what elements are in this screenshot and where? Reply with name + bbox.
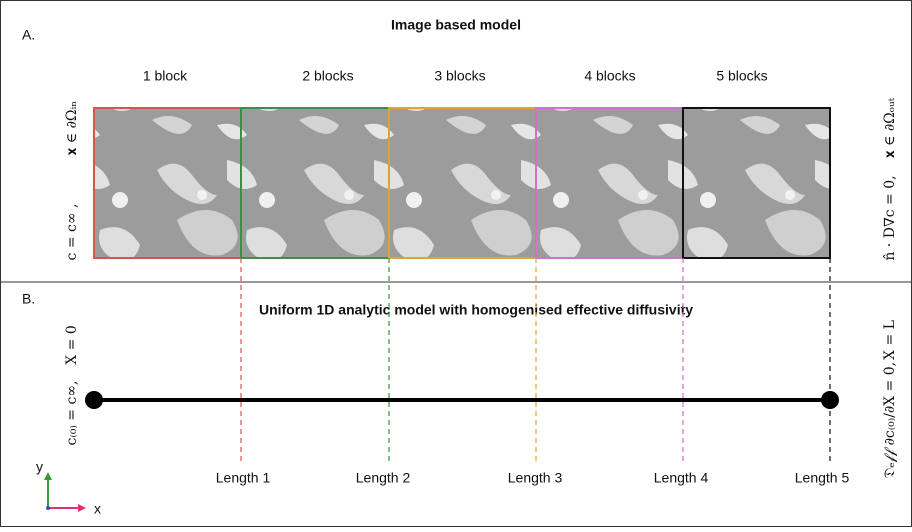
block — [93, 107, 242, 259]
length-label: Length 4 — [654, 470, 709, 486]
length-label: Length 3 — [508, 470, 563, 486]
origin — [46, 506, 50, 510]
block-label: 2 blocks — [302, 68, 353, 84]
block — [535, 107, 684, 259]
blocks — [93, 107, 831, 259]
block — [240, 107, 390, 259]
block-label: 4 blocks — [584, 68, 635, 84]
length-label: Length 2 — [356, 470, 411, 486]
axis-label: x — [94, 501, 101, 517]
boundary-domain: 𝐱 ∈ ∂Ωₒᵤₜ — [882, 97, 898, 158]
boundary-condition: c = c∞ , — [64, 204, 80, 261]
y-arrowhead — [44, 472, 52, 480]
panel-title: Image based model — [391, 17, 521, 33]
boundary-domain: 𝐱 ∈ ∂Ωᵢₙ — [64, 101, 80, 156]
length-label: Length 1 — [216, 470, 271, 486]
block-label: 3 blocks — [434, 68, 485, 84]
block — [682, 107, 831, 259]
endpoint — [821, 391, 839, 409]
endpoint — [85, 391, 103, 409]
boundary-condition: n̂ · D∇c = 0, — [882, 175, 898, 260]
length-markers — [240, 258, 831, 462]
boundary-position: X = L — [882, 320, 898, 360]
block — [388, 107, 537, 259]
axis-label: y — [36, 459, 43, 475]
x-arrowhead — [78, 504, 86, 512]
boundary-position: X = 0 — [64, 325, 80, 365]
boundary-condition: 𝔇ₑ𝒻𝒻 ∂c₍₀₎/∂X = 0, — [882, 362, 898, 478]
length-label: Length 5 — [795, 470, 850, 486]
block-label: 1 block — [143, 68, 188, 84]
axes-icon: y x — [36, 459, 101, 517]
block-label: 5 blocks — [716, 68, 767, 84]
panel-title: Uniform 1D analytic model with homogenis… — [259, 302, 693, 318]
panel-label: A. — [22, 27, 35, 43]
panel-label: B. — [22, 291, 35, 307]
boundary-condition: c₍₀₎ = c∞, — [64, 381, 80, 446]
